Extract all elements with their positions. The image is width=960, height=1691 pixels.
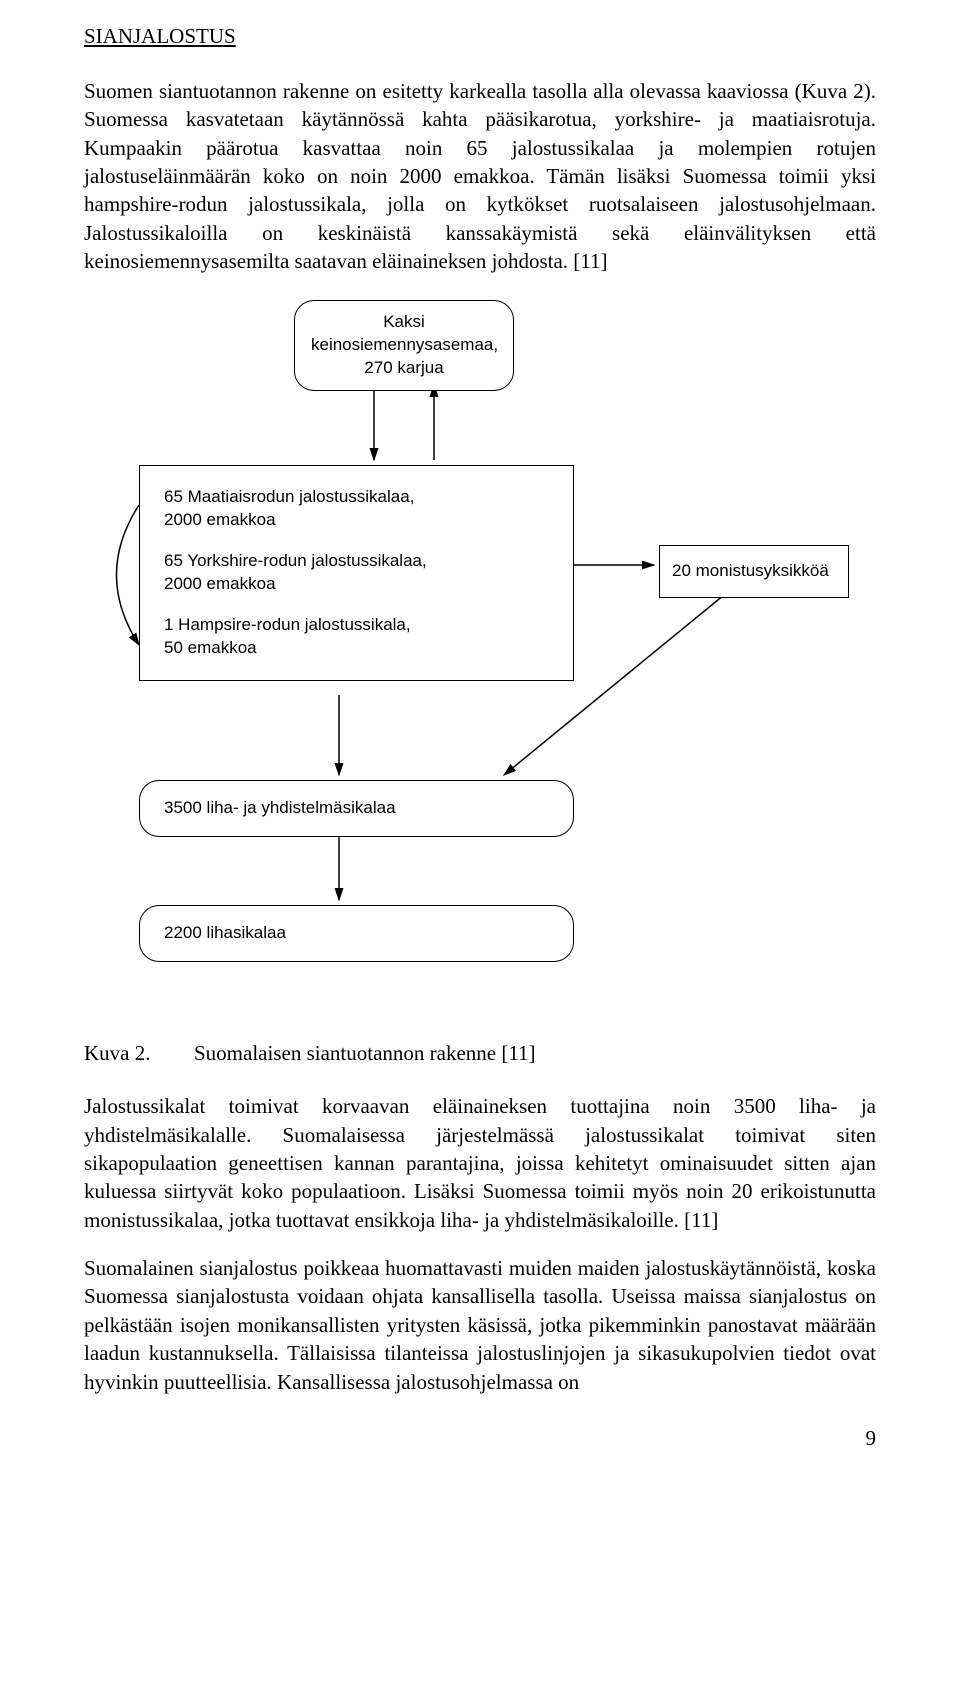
figure-caption: Kuva 2. Suomalaisen siantuotannon rakenn… (84, 1041, 876, 1066)
node1-line2: keinosiemennysasemaa, (311, 334, 497, 357)
paragraph-1: Suomen siantuotannon rakenne on esitetty… (84, 77, 876, 275)
node4-text: 3500 liha- ja yhdistelmäsikalaa (164, 798, 396, 817)
node2-line4: 2000 emakkoa (164, 573, 549, 596)
diagram-node-jalostussikalat: 65 Maatiaisrodun jalostussikalaa, 2000 e… (139, 465, 574, 681)
node1-line3: 270 karjua (311, 357, 497, 380)
paragraph-2: Jalostussikalat toimivat korvaavan eläin… (84, 1092, 876, 1234)
node1-line1: Kaksi (311, 311, 497, 334)
diagram-node-keinosiemennys: Kaksi keinosiemennysasemaa, 270 karjua (294, 300, 514, 391)
node2-line2: 2000 emakkoa (164, 509, 549, 532)
section-header: SIANJALOSTUS (84, 24, 876, 49)
page-number: 9 (84, 1426, 876, 1451)
node3-text: 20 monistusyksikköä (672, 561, 829, 580)
figure-caption-label: Kuva 2. (84, 1041, 194, 1066)
node2-line5: 1 Hampsire-rodun jalostussikala, (164, 614, 549, 637)
diagram-node-lihasikalaa: 2200 lihasikalaa (139, 905, 574, 962)
node2-line6: 50 emakkoa (164, 637, 549, 660)
diagram-node-liha-yhdistelma: 3500 liha- ja yhdistelmäsikalaa (139, 780, 574, 837)
node2-line3: 65 Yorkshire-rodun jalostussikalaa, (164, 550, 549, 573)
diagram-node-monistusyksikot: 20 monistusyksikköä (659, 545, 849, 598)
paragraph-3: Suomalainen sianjalostus poikkeaa huomat… (84, 1254, 876, 1396)
flowchart: Kaksi keinosiemennysasemaa, 270 karjua 6… (84, 295, 876, 1005)
figure-caption-text: Suomalaisen siantuotannon rakenne [11] (194, 1041, 536, 1066)
node5-text: 2200 lihasikalaa (164, 923, 286, 942)
node2-line1: 65 Maatiaisrodun jalostussikalaa, (164, 486, 549, 509)
